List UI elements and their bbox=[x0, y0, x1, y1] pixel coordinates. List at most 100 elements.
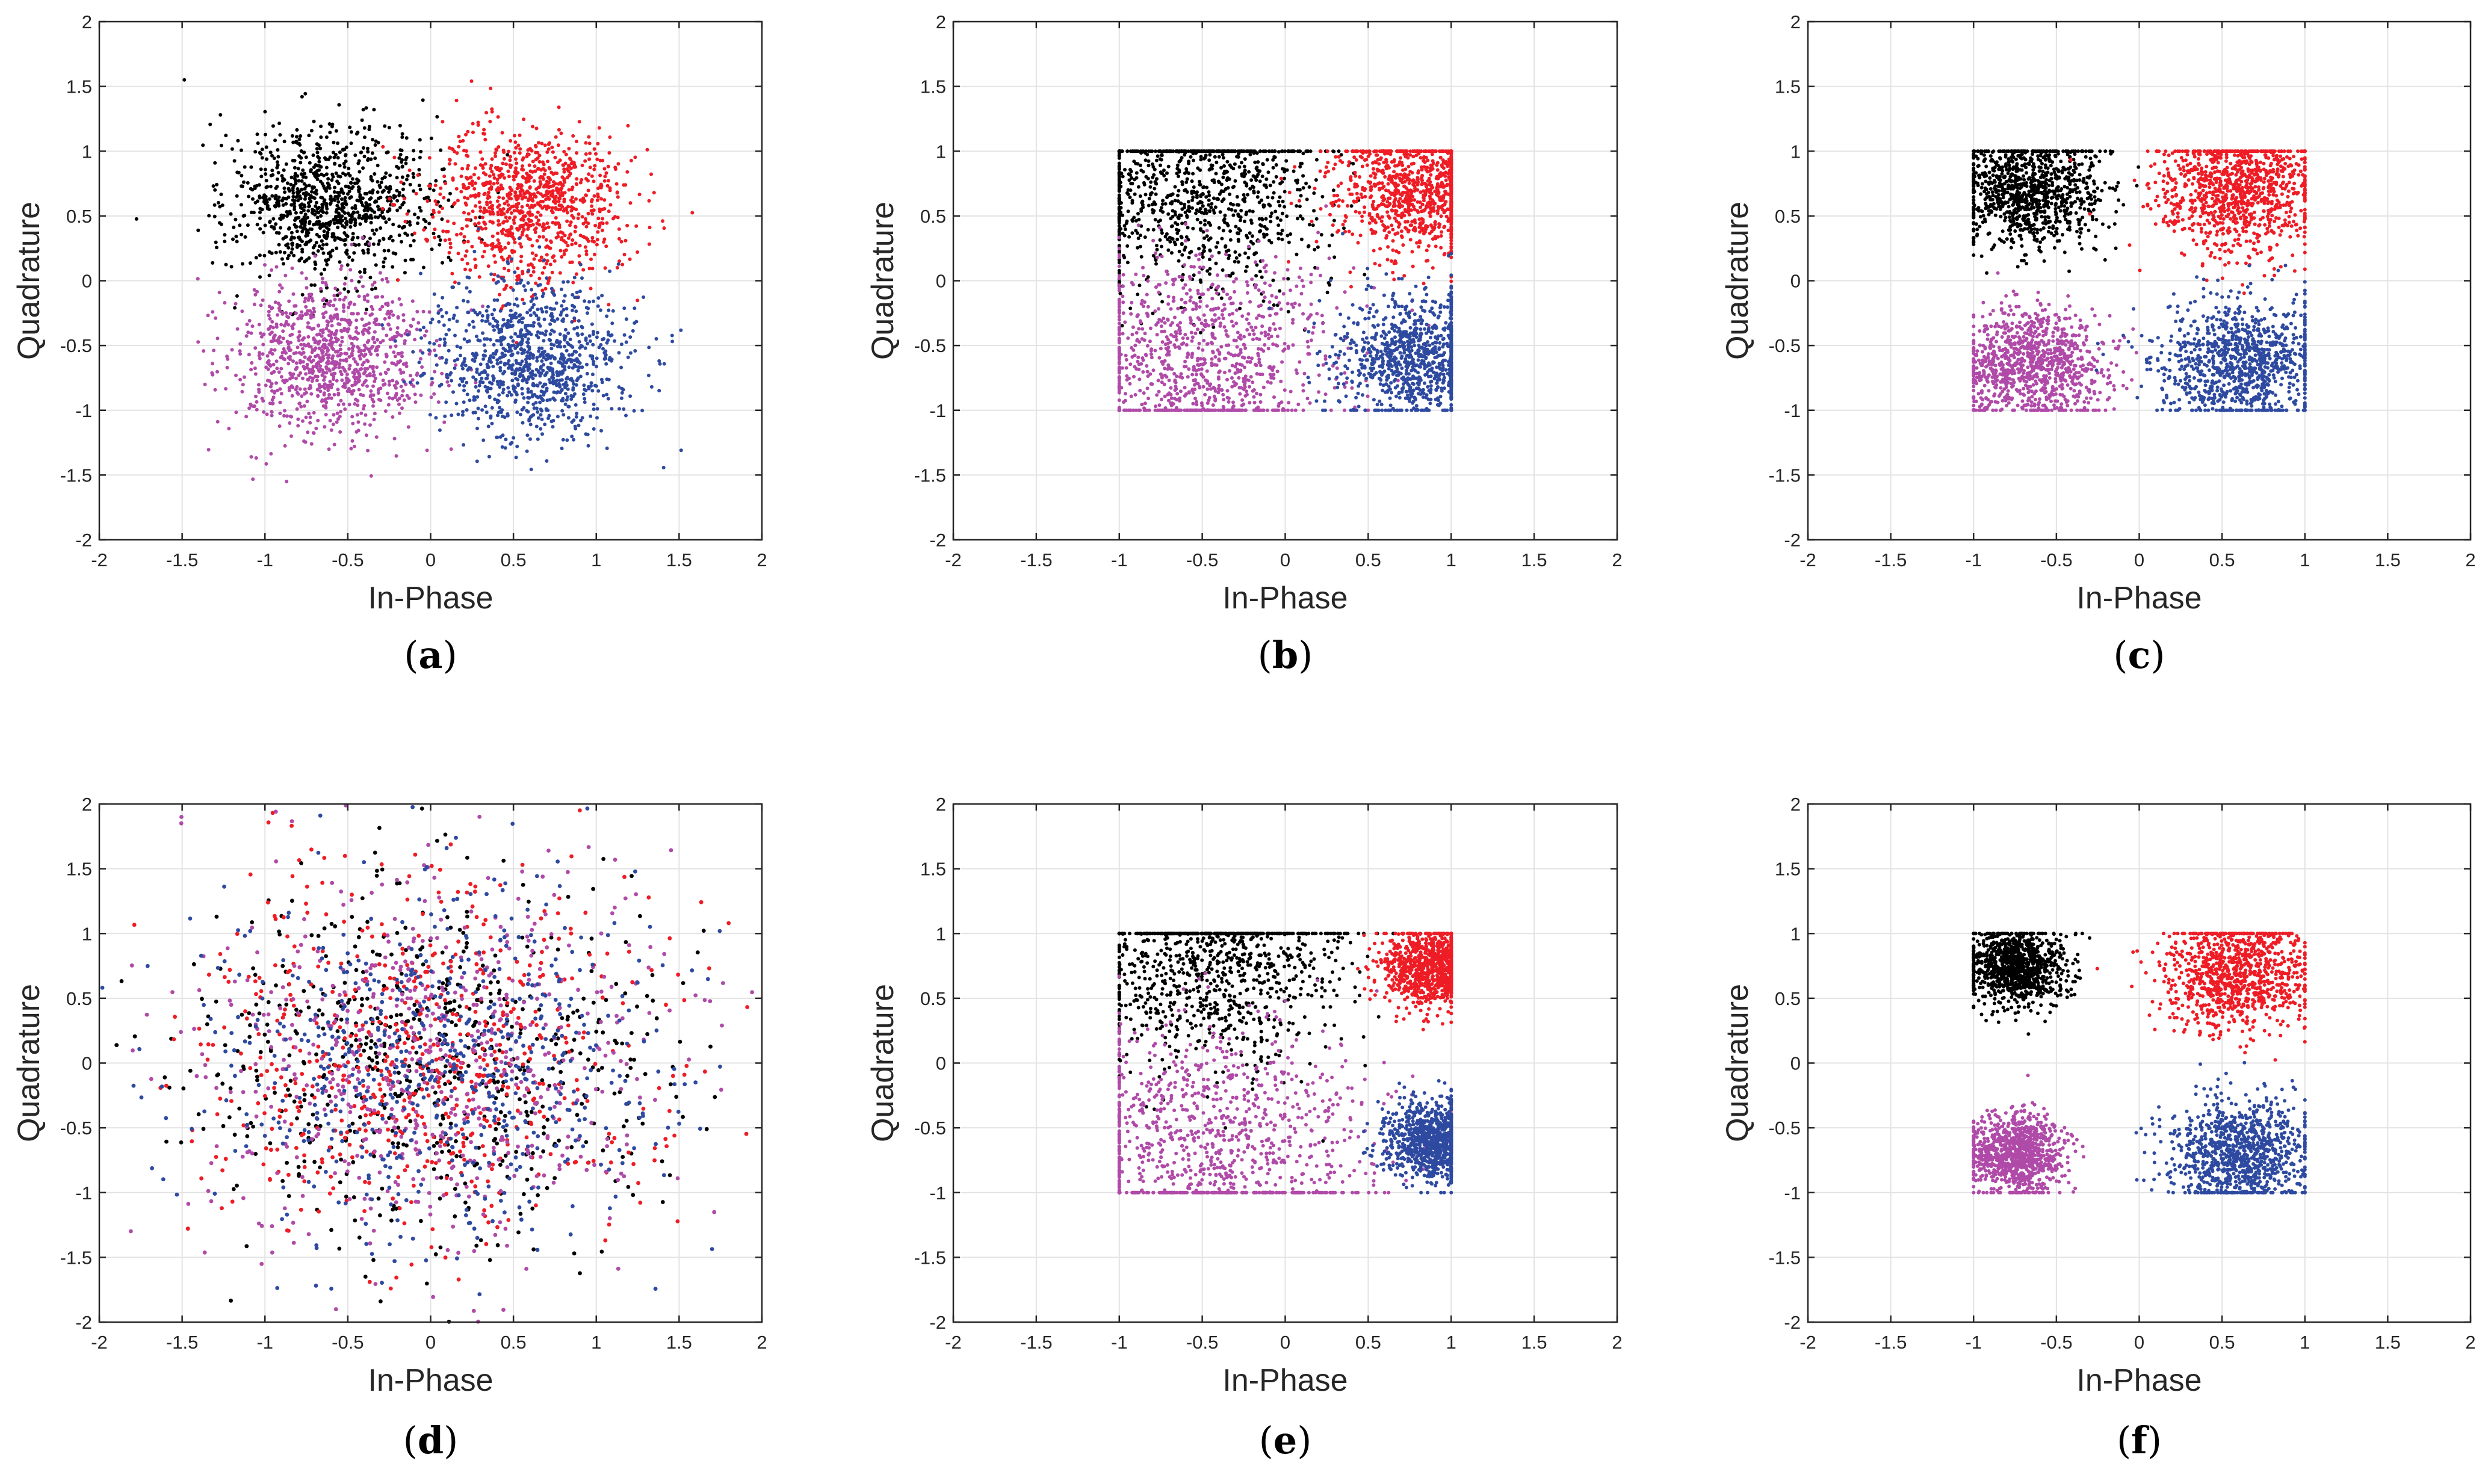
scatter-point bbox=[255, 223, 259, 227]
scatter-point bbox=[1215, 160, 1219, 164]
scatter-point bbox=[1280, 180, 1284, 184]
scatter-point bbox=[253, 150, 258, 154]
scatter-point bbox=[1198, 220, 1202, 224]
scatter-point bbox=[285, 480, 289, 484]
scatter-point bbox=[524, 179, 528, 184]
scatter-point bbox=[480, 376, 484, 380]
scatter-point bbox=[296, 141, 300, 146]
scatter-point bbox=[534, 126, 539, 131]
scatter-point bbox=[309, 442, 314, 446]
scatter-point bbox=[293, 172, 297, 176]
scatter-point bbox=[384, 171, 388, 175]
scatter-point bbox=[559, 287, 563, 291]
scatter-point bbox=[587, 386, 591, 391]
scatter-point bbox=[333, 332, 338, 336]
scatter-point bbox=[202, 349, 206, 353]
scatter-point bbox=[546, 225, 551, 229]
scatter-point bbox=[1342, 226, 1346, 230]
scatter-point bbox=[1173, 185, 1177, 189]
scatter-point bbox=[1234, 256, 1239, 260]
scatter-point bbox=[491, 374, 495, 378]
scatter-point bbox=[529, 374, 533, 379]
scatter-point bbox=[394, 344, 398, 348]
scatter-point bbox=[349, 447, 353, 451]
scatter-point bbox=[279, 356, 283, 360]
scatter-point bbox=[1198, 182, 1202, 187]
scatter-point bbox=[505, 209, 509, 214]
scatter-point bbox=[292, 165, 297, 170]
scatter-point bbox=[528, 422, 533, 427]
scatter-point bbox=[268, 150, 273, 155]
scatter-point bbox=[565, 348, 569, 353]
scatter-point bbox=[506, 259, 510, 264]
scatter-point bbox=[253, 346, 258, 350]
scatter-point bbox=[247, 406, 252, 410]
scatter-point bbox=[605, 221, 609, 225]
scatter-point bbox=[1202, 249, 1206, 253]
scatter-point bbox=[215, 419, 220, 424]
scatter-point bbox=[530, 213, 534, 217]
scatter-point bbox=[465, 275, 469, 279]
scatter-point bbox=[481, 370, 485, 374]
y-tick-label: 0 bbox=[82, 271, 92, 292]
scatter-point bbox=[432, 232, 436, 235]
scatter-point bbox=[535, 359, 539, 363]
scatter-point bbox=[622, 253, 627, 256]
scatter-point bbox=[1190, 198, 1195, 202]
scatter-point bbox=[509, 393, 513, 397]
scatter-point bbox=[557, 223, 562, 227]
scatter-point bbox=[485, 243, 489, 247]
scatter-point bbox=[355, 413, 359, 417]
scatter-point bbox=[610, 359, 613, 363]
scatter-point bbox=[381, 144, 385, 149]
scatter-point bbox=[557, 341, 562, 345]
scatter-point bbox=[580, 163, 584, 167]
scatter-point bbox=[383, 124, 387, 128]
scatter-point bbox=[1201, 204, 1205, 208]
scatter-point bbox=[274, 222, 278, 226]
scatter-point bbox=[363, 270, 367, 274]
scatter-point bbox=[584, 193, 588, 197]
scatter-point bbox=[387, 126, 391, 129]
scatter-point bbox=[1187, 159, 1191, 164]
scatter-point bbox=[342, 309, 346, 314]
scatter-point bbox=[376, 205, 380, 209]
scatter-point bbox=[520, 211, 524, 215]
scatter-point bbox=[400, 240, 403, 244]
scatter-point bbox=[335, 350, 339, 353]
scatter-point bbox=[229, 265, 234, 269]
scatter-point bbox=[447, 238, 451, 241]
scatter-point bbox=[335, 293, 339, 297]
panel-caption-letter: a bbox=[418, 633, 442, 677]
scatter-point bbox=[1117, 193, 1121, 197]
scatter-point bbox=[372, 418, 376, 422]
scatter-point bbox=[338, 260, 342, 264]
scatter-point bbox=[566, 404, 571, 409]
scatter-point bbox=[505, 324, 509, 328]
scatter-point bbox=[1280, 149, 1284, 153]
scatter-point bbox=[560, 236, 564, 240]
scatter-point bbox=[554, 216, 558, 220]
scatter-point bbox=[359, 200, 364, 205]
scatter-point bbox=[562, 413, 566, 417]
scatter-point bbox=[462, 443, 466, 447]
scatter-point bbox=[1246, 256, 1251, 260]
scatter-point bbox=[502, 287, 506, 291]
scatter-point bbox=[507, 359, 511, 363]
scatter-point bbox=[426, 195, 430, 199]
scatter-point bbox=[536, 202, 540, 206]
scatter-point bbox=[560, 175, 565, 179]
scatter-point bbox=[395, 176, 399, 180]
scatter-point bbox=[398, 368, 402, 372]
scatter-point bbox=[542, 317, 546, 321]
scatter-point bbox=[282, 324, 286, 328]
scatter-point bbox=[598, 158, 602, 162]
scatter-point bbox=[211, 310, 215, 314]
scatter-point bbox=[258, 196, 262, 200]
scatter-point bbox=[604, 171, 608, 175]
scatter-point bbox=[1207, 193, 1211, 197]
scatter-point bbox=[1256, 190, 1260, 194]
scatter-point bbox=[533, 203, 537, 208]
scatter-point bbox=[1164, 149, 1168, 153]
scatter-point bbox=[218, 205, 222, 209]
